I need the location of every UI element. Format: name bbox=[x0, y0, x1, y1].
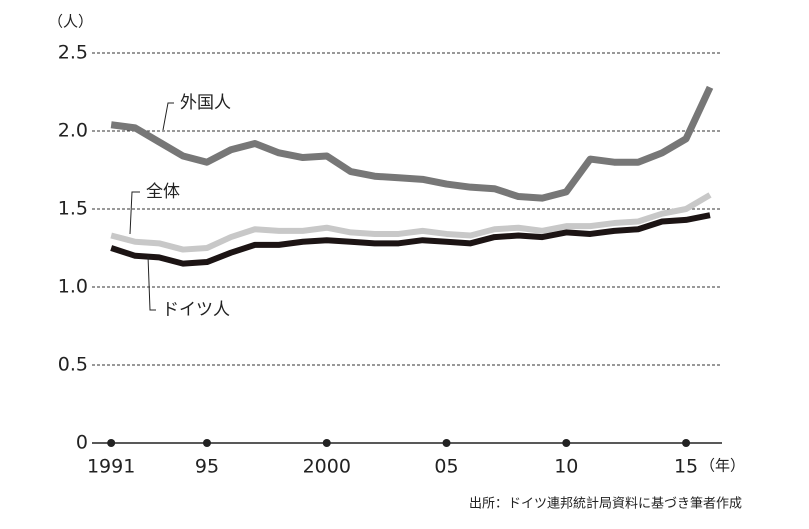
y-tick-label: 0.5 bbox=[58, 354, 88, 376]
x-tick-mark bbox=[562, 439, 571, 447]
x-tick-mark bbox=[442, 439, 451, 447]
x-tick-mark bbox=[107, 439, 116, 447]
y-tick-label: 1.5 bbox=[58, 198, 88, 220]
y-tick-label: 2.5 bbox=[58, 42, 88, 64]
series-label: 全体 bbox=[146, 182, 180, 202]
leader-line bbox=[129, 191, 140, 235]
x-tick-label: 1991 bbox=[87, 456, 135, 478]
series-line bbox=[110, 85, 714, 202]
series-line bbox=[110, 192, 712, 253]
series-label: 外国人 bbox=[180, 93, 231, 113]
x-tick-mark bbox=[202, 439, 211, 447]
x-tick-label: 15 bbox=[674, 456, 698, 478]
x-unit: （年） bbox=[700, 457, 745, 475]
leader-line bbox=[147, 255, 156, 311]
leader-line bbox=[162, 102, 174, 131]
x-tick-label: 2000 bbox=[303, 456, 351, 478]
x-tick-label: 10 bbox=[554, 456, 578, 478]
y-tick-label: 1.0 bbox=[58, 276, 88, 298]
y-tick-label: 2.0 bbox=[58, 120, 88, 142]
y-tick-label: 0 bbox=[76, 432, 88, 454]
series-line bbox=[110, 212, 711, 267]
x-tick-label: 95 bbox=[195, 456, 219, 478]
x-tick-mark bbox=[322, 439, 331, 447]
source-note: 出所：ドイツ連邦統計局資料に基づき筆者作成 bbox=[469, 496, 742, 512]
x-tick-label: 05 bbox=[434, 456, 458, 478]
series-label: ドイツ人 bbox=[162, 300, 230, 320]
y-unit: （人） bbox=[48, 13, 93, 31]
x-tick-mark bbox=[682, 439, 691, 447]
